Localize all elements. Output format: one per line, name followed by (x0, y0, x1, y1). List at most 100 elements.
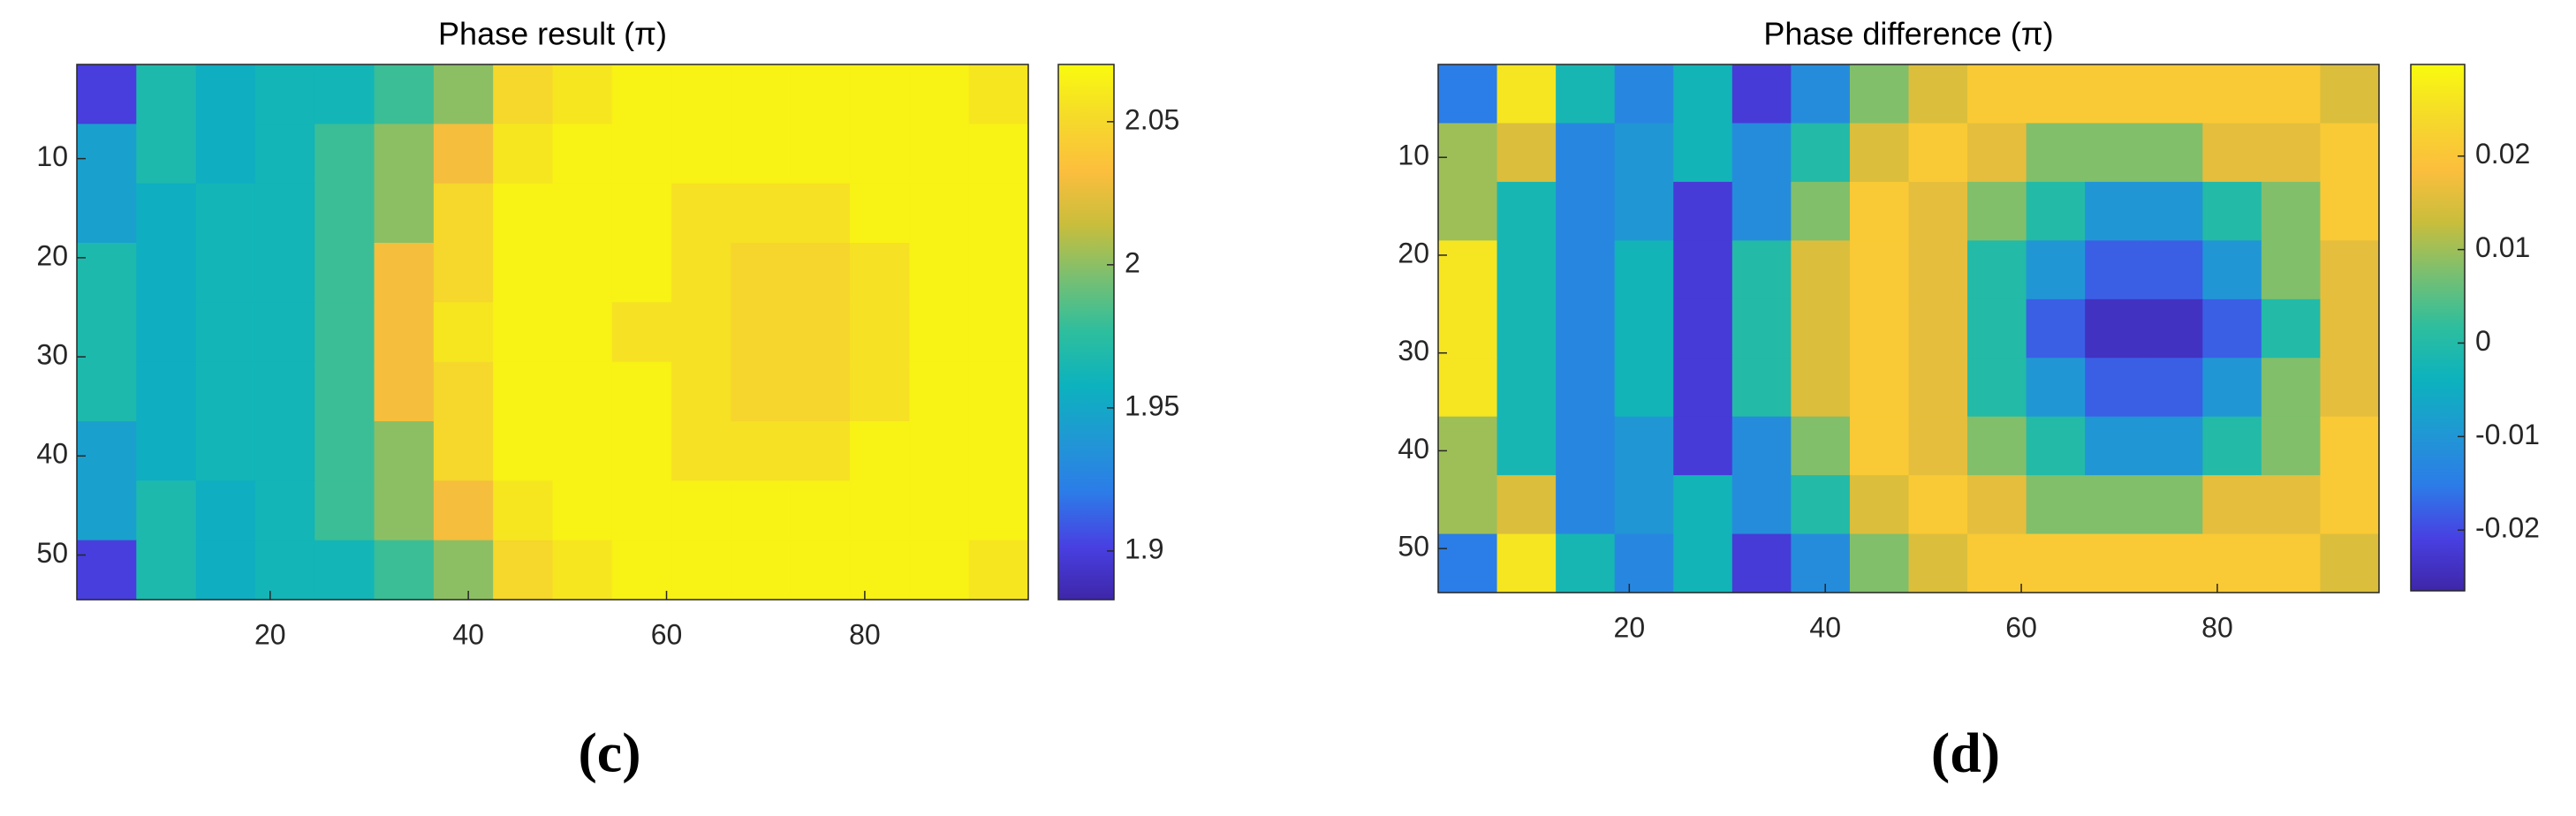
y-tick-label: 50 (36, 537, 68, 569)
heatmap-cell (2085, 533, 2145, 593)
heatmap-cell (2085, 240, 2145, 300)
colorbar-tick-label: -0.01 (2475, 419, 2540, 450)
heatmap-cell (314, 124, 375, 185)
heatmap-cell (2261, 475, 2322, 535)
heatmap-cell (2026, 64, 2086, 125)
heatmap-cell (2026, 123, 2086, 183)
heatmap-cell (850, 183, 910, 244)
heatmap-cell (611, 361, 672, 422)
heatmap-cell (1438, 475, 1498, 535)
heatmap-cell (1614, 298, 1674, 359)
heatmap-cell (1731, 416, 1792, 476)
heatmap-cell (2320, 240, 2380, 300)
heatmap-cell (2026, 533, 2086, 593)
heatmap-cell (2320, 64, 2380, 125)
heatmap-cell (493, 421, 554, 481)
heatmap-cell (1556, 475, 1616, 535)
heatmap-cell (314, 64, 375, 125)
heatmap-cell (77, 302, 137, 363)
heatmap-cell (611, 243, 672, 303)
heatmap (77, 64, 1029, 601)
chart-title: Phase difference (π) (1763, 16, 2053, 52)
heatmap-cell (374, 480, 435, 541)
heatmap-cell (1496, 240, 1557, 300)
heatmap-cell (195, 302, 256, 363)
heatmap-cell (2026, 240, 2086, 300)
heatmap-cell (1731, 64, 1792, 125)
heatmap-cell (790, 302, 851, 363)
heatmap-cell (493, 183, 554, 244)
heatmap-cell (493, 361, 554, 422)
heatmap-cell (790, 480, 851, 541)
heatmap-cell (1496, 416, 1557, 476)
heatmap-cell (2320, 416, 2380, 476)
heatmap-cell (1908, 240, 1968, 300)
heatmap-cell (1614, 64, 1674, 125)
heatmap-cell (254, 183, 315, 244)
heatmap-cell (2085, 123, 2145, 183)
heatmap-cell (850, 480, 910, 541)
heatmap-cell (1791, 416, 1851, 476)
heatmap-cell (1438, 64, 1498, 125)
heatmap-cell (2143, 240, 2203, 300)
x-tick-label: 80 (2201, 611, 2233, 643)
heatmap-cell (1967, 358, 2027, 418)
heatmap-cell (731, 480, 792, 541)
heatmap-cell (2085, 416, 2145, 476)
heatmap-cell (493, 64, 554, 125)
heatmap-cell (2320, 123, 2380, 183)
heatmap-cell (314, 302, 375, 363)
heatmap-cell (1496, 475, 1557, 535)
heatmap-cell (136, 243, 197, 303)
heatmap-cell (1908, 298, 1968, 359)
heatmap-cell (1791, 240, 1851, 300)
heatmap-cell (195, 64, 256, 125)
heatmap-cell (1556, 181, 1616, 241)
heatmap-cell (909, 243, 970, 303)
heatmap-cell (2085, 475, 2145, 535)
heatmap-cell (552, 540, 613, 601)
heatmap-cell (850, 421, 910, 481)
heatmap-cell (1849, 123, 1910, 183)
heatmap-cell (671, 124, 732, 185)
heatmap-cell (2143, 475, 2203, 535)
heatmap-cell (77, 421, 137, 481)
heatmap-cell (254, 124, 315, 185)
heatmap-cell (374, 302, 435, 363)
heatmap-cell (850, 540, 910, 601)
heatmap-cell (1673, 358, 1733, 418)
heatmap-cell (1967, 475, 2027, 535)
heatmap-cell (1849, 533, 1910, 593)
heatmap-cell (1967, 181, 2027, 241)
heatmap-cell (1731, 358, 1792, 418)
heatmap-cell (2202, 64, 2262, 125)
heatmap-cell (1556, 240, 1616, 300)
colorbar-tick-label: 1.9 (1125, 533, 1163, 564)
heatmap-cell (2261, 358, 2322, 418)
heatmap-cell (1438, 298, 1498, 359)
axes-box (76, 64, 1029, 601)
heatmap-cell (433, 480, 494, 541)
y-tick-label: 50 (1398, 531, 1429, 563)
heatmap-cell (374, 361, 435, 422)
heatmap-cell (1967, 240, 2027, 300)
heatmap-cell (2320, 475, 2380, 535)
heatmap-cell (1731, 181, 1792, 241)
heatmap-cell (731, 64, 792, 125)
heatmap-cell (2143, 298, 2203, 359)
heatmap-cell (1908, 358, 1968, 418)
heatmap-cell (2143, 358, 2203, 418)
heatmap-cell (77, 361, 137, 422)
heatmap-cell (1614, 181, 1674, 241)
heatmap-cell (909, 480, 970, 541)
heatmap-cell (552, 480, 613, 541)
heatmap-cell (195, 540, 256, 601)
colorbar (1057, 64, 1115, 601)
x-tick-label: 60 (651, 618, 683, 650)
heatmap-cell (1908, 64, 1968, 125)
heatmap-cell (552, 124, 613, 185)
heatmap-cell (1791, 181, 1851, 241)
heatmap-cell (2261, 533, 2322, 593)
heatmap-cell (2261, 123, 2322, 183)
heatmap-cell (968, 302, 1029, 363)
